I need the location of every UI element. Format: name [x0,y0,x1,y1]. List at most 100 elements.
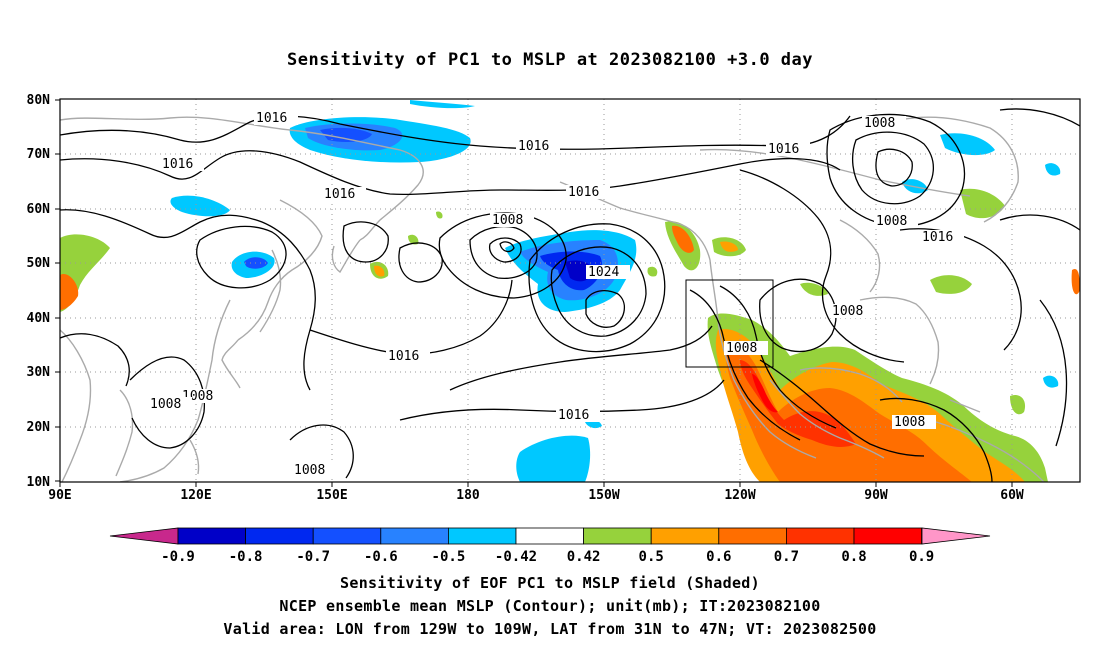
contour-label-8: 1008 [864,116,895,131]
coast-caribbean [949,399,981,413]
shade-blue-arctic-inner [320,127,372,142]
coast-eastus [859,296,940,385]
contour-line-subtropic [449,325,713,391]
contour-line-dateline-loop [398,242,443,283]
contour-label-18: 1008 [150,397,181,412]
shade-pos-alaska-2-core [720,241,738,252]
contour-label-7: 1016 [768,142,799,157]
contour-line-atl-1008 [879,397,993,482]
contour-line-na-low-inner [875,148,913,187]
coast-hudson [839,219,881,293]
shade-pos-westcoast-core [752,374,778,413]
contour-line-high-mid [550,246,647,337]
contour-label-4: 1016 [324,187,355,202]
colorbar-label: -0.9 [161,549,195,565]
coast-asia-north [60,116,424,241]
coast-canada-arctic [699,148,971,197]
shade-pos-westcoast-dorange [725,343,972,482]
shade-pos-atlantic [960,188,1005,219]
contour-label-2: 1016 [518,139,549,154]
contour-line-na-low-mid [851,131,935,205]
colorbar-labels: -0.9 -0.8 -0.7 -0.6 -0.5 -0.42 0.42 0.5 0.6 0.7 0.… [161,549,934,565]
lat-label-50n: 50N [27,256,51,271]
lon-label-150w: 150W [588,488,619,503]
contour-line-na-1008 [689,289,801,441]
lat-label-20n: 20N [27,420,51,435]
lon-label-120w: 120W [724,488,755,503]
colorbar-cell [718,527,787,545]
positive-sensitivity-shading [60,188,1080,482]
negative-sensitivity-shading [170,100,1061,482]
plot-area: 1016 1016 1016 1016 1016 1008 1016 1008 … [60,99,1080,482]
mslp-contours [60,108,1080,482]
contour-line-na-1008-c [759,359,925,457]
lon-label-60w: 60W [1000,488,1024,503]
colorbar-cell [853,527,922,545]
contour-line-japan-loop [196,225,287,289]
contour-label-14: 1008 [726,341,757,356]
lat-label-60n: 60N [27,202,51,217]
lon-label-120e: 120E [180,488,211,503]
coast-gulf [799,367,903,403]
colorbar-label: -0.7 [296,549,330,565]
shade-pos-small-d [800,282,828,296]
contour-label-11: 1016 [558,408,589,423]
coast-kamchatka [331,239,361,273]
shade-blue-greenland [940,133,995,156]
shade-pos-india-core [60,273,79,310]
contour-line-1008-south [289,424,354,479]
colorbar-cell [583,527,652,545]
lat-label-10n: 10N [27,475,51,490]
lat-label-70n: 70N [27,147,51,162]
shade-pos-kamchatka-core [374,265,385,277]
contour-line-na-low-outer [826,113,966,227]
colorbar-low-end [109,527,179,545]
shade-blue-top [410,100,475,109]
contour-line-midlat [60,209,316,391]
footer-shaded-caption: Sensitivity of EOF PC1 to MSLP field (Sh… [340,574,760,592]
contour-line-high-outer [528,223,666,353]
chart-title: Sensitivity of PC1 to MSLP at 2023082100… [286,50,813,70]
contour-line-kamch-loop [342,221,389,263]
coast-india [60,329,92,482]
contour-line-na-central [739,169,905,363]
contour-label-3: 1016 [162,157,193,172]
shade-pos-small-c [647,266,658,277]
contour-line-na-1008-b [719,285,837,429]
lat-label-80n: 80N [27,93,51,108]
contour-label-5: 1016 [568,185,599,200]
lat-label-30n: 30N [27,365,51,380]
shade-pos-east-edge [1071,268,1080,295]
contour-label-17: 1016 [922,230,953,245]
colorbar-cell [245,527,314,545]
footer-contour-caption: NCEP ensemble mean MSLP (Contour); unit(… [279,597,821,615]
contour-line-low-core [499,241,515,253]
shade-blue-atlantic-2 [1043,375,1059,388]
coast-philippines [189,439,200,475]
colorbar-label: 0.8 [841,549,866,565]
coast-sa [929,419,1045,482]
colorbar-cell [650,527,720,545]
contour-line-low-inner [488,237,522,263]
contour-line-atl-east [1039,299,1068,447]
contour-line-1016-pacific [309,279,513,355]
contour-label-15: 1008 [894,415,925,430]
lat-label-40n: 40N [27,311,51,326]
colorbar-label: -0.8 [229,549,263,565]
colorbar-cell [177,527,246,545]
shade-pos-westcoast-red [740,360,856,447]
contour-line-ne-corner [999,108,1080,127]
coast-greenland [899,116,1019,223]
valid-area-box [685,279,774,368]
coast-mexico [769,379,885,459]
colorbar-cells [177,527,922,545]
coast-okhotsk [237,199,323,341]
contour-label-9: 1024 [588,265,619,280]
colorbar-label: 0.42 [567,549,601,565]
contour-label-10: 1016 [388,349,419,364]
contour-line-na-trough [759,278,837,353]
colorbar-label: -0.6 [364,549,398,565]
lon-label-90e: 90E [48,488,71,503]
colorbar-cell [447,527,517,545]
